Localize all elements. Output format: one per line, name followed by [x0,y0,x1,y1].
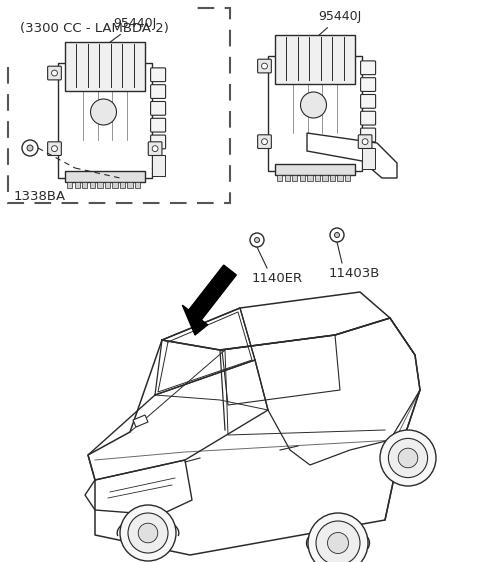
FancyBboxPatch shape [151,68,166,81]
Circle shape [362,139,368,144]
Circle shape [91,99,117,125]
FancyBboxPatch shape [360,61,376,75]
Bar [337,175,343,180]
Circle shape [254,238,260,242]
FancyBboxPatch shape [148,142,162,156]
Text: 95440J: 95440J [315,10,362,38]
Bar [323,175,328,180]
FancyBboxPatch shape [151,85,166,98]
Circle shape [316,521,360,562]
Bar [275,164,355,175]
Bar [345,175,350,180]
Circle shape [308,513,368,562]
Circle shape [128,513,168,553]
Bar [135,182,140,188]
FancyBboxPatch shape [151,118,166,132]
FancyBboxPatch shape [360,78,376,92]
Circle shape [335,233,339,238]
Text: 1140ER: 1140ER [252,272,303,285]
FancyBboxPatch shape [360,94,376,108]
FancyBboxPatch shape [258,59,271,73]
FancyBboxPatch shape [48,66,61,80]
Bar [105,182,110,188]
Circle shape [250,233,264,247]
Bar [58,63,152,178]
Circle shape [27,145,33,151]
Polygon shape [133,415,148,427]
Circle shape [51,70,58,76]
Polygon shape [182,305,208,335]
Bar [152,155,165,175]
FancyBboxPatch shape [360,128,376,142]
Bar [112,182,118,188]
Text: 1338BA: 1338BA [14,190,66,203]
FancyBboxPatch shape [258,135,271,148]
Polygon shape [189,265,236,320]
Circle shape [398,448,418,468]
Bar [300,175,305,180]
Circle shape [22,140,38,156]
Bar [64,171,145,182]
FancyBboxPatch shape [48,142,61,156]
Circle shape [380,430,436,486]
Text: (3300 CC - LAMBDA 2): (3300 CC - LAMBDA 2) [20,22,169,35]
Bar [315,175,320,180]
Bar [120,182,125,188]
FancyBboxPatch shape [151,135,166,149]
Circle shape [327,533,348,554]
Bar [361,148,374,169]
Bar [330,175,335,180]
Circle shape [152,146,158,152]
Bar [292,175,298,180]
Bar [82,182,87,188]
FancyBboxPatch shape [358,135,372,148]
Bar [90,182,95,188]
Bar [8,8,230,203]
Polygon shape [307,133,397,178]
Bar [275,35,355,84]
Circle shape [388,438,428,478]
Bar [64,42,145,91]
Bar [268,56,361,171]
Circle shape [262,63,267,69]
Bar [74,182,80,188]
Text: 11403B: 11403B [329,267,380,280]
Bar [97,182,103,188]
Bar [307,175,312,180]
Circle shape [51,146,58,152]
Bar [285,175,290,180]
Text: 95440J: 95440J [106,17,157,46]
FancyBboxPatch shape [151,102,166,115]
Circle shape [138,523,158,543]
FancyBboxPatch shape [360,111,376,125]
Bar [127,182,132,188]
Circle shape [120,505,176,561]
Bar [67,182,72,188]
Bar [277,175,282,180]
Circle shape [300,92,326,118]
Circle shape [330,228,344,242]
Circle shape [262,139,267,144]
